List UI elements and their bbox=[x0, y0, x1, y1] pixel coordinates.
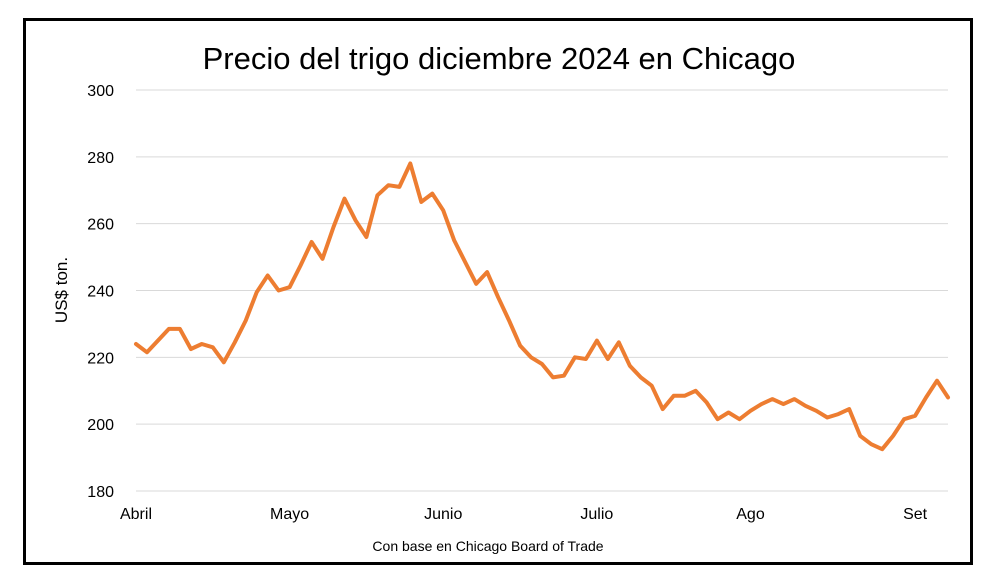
data-point bbox=[244, 319, 248, 323]
data-point bbox=[167, 327, 171, 331]
x-tick-label: Julio bbox=[580, 506, 613, 523]
source-note: Con base en Chicago Board of Trade bbox=[372, 538, 603, 554]
data-point bbox=[650, 384, 654, 388]
data-point bbox=[145, 350, 149, 354]
data-point bbox=[551, 375, 555, 379]
data-point bbox=[354, 218, 357, 222]
data-point bbox=[134, 342, 138, 346]
data-point bbox=[397, 185, 401, 189]
data-point bbox=[408, 162, 412, 165]
data-point bbox=[540, 362, 544, 366]
data-point bbox=[386, 183, 390, 187]
data-point bbox=[683, 394, 687, 398]
data-point bbox=[573, 355, 577, 359]
data-point bbox=[189, 347, 193, 351]
x-tick-label: Junio bbox=[424, 506, 462, 523]
data-point bbox=[935, 379, 939, 383]
y-tick-label: 200 bbox=[87, 417, 114, 434]
data-point bbox=[332, 225, 335, 229]
data-point bbox=[694, 389, 698, 393]
data-point bbox=[299, 263, 303, 267]
data-point bbox=[452, 238, 456, 242]
data-point bbox=[946, 395, 950, 399]
data-point bbox=[705, 400, 709, 404]
data-point bbox=[792, 397, 796, 401]
data-point bbox=[869, 442, 873, 446]
data-point bbox=[628, 364, 632, 368]
data-point bbox=[606, 357, 610, 361]
series-group bbox=[134, 161, 950, 452]
x-tick-label: Set bbox=[903, 506, 928, 523]
data-point bbox=[617, 340, 621, 344]
data-point bbox=[277, 289, 281, 292]
data-point bbox=[880, 447, 884, 451]
chart-frame bbox=[23, 18, 973, 565]
y-tick-label: 260 bbox=[87, 217, 114, 234]
data-point bbox=[364, 235, 368, 239]
data-point bbox=[716, 417, 720, 421]
data-point bbox=[760, 402, 763, 406]
data-point bbox=[584, 357, 588, 361]
chart-title: Precio del trigo diciembre 2024 en Chica… bbox=[203, 41, 796, 76]
data-point bbox=[156, 339, 160, 343]
x-axis-ticks: Abril Mayo Junio Julio Ago Set bbox=[120, 506, 928, 523]
data-point bbox=[518, 344, 522, 348]
x-tick-label: Abril bbox=[120, 506, 152, 523]
y-tick-label: 300 bbox=[87, 83, 114, 100]
data-point bbox=[913, 414, 917, 418]
data-point bbox=[200, 342, 204, 346]
data-point bbox=[255, 290, 259, 294]
data-point bbox=[672, 394, 676, 398]
data-point bbox=[924, 395, 928, 399]
data-point bbox=[836, 412, 840, 416]
y-axis-ticks: 180 200 220 240 260 280 300 bbox=[87, 83, 114, 501]
data-point bbox=[770, 397, 774, 401]
data-point bbox=[781, 402, 785, 406]
data-point bbox=[474, 282, 478, 286]
series-line bbox=[134, 161, 950, 452]
data-point bbox=[266, 274, 270, 277]
data-point bbox=[430, 192, 434, 196]
data-point bbox=[343, 197, 346, 201]
data-point bbox=[288, 285, 292, 289]
data-point bbox=[211, 345, 215, 349]
y-tick-label: 280 bbox=[87, 150, 114, 167]
data-point bbox=[847, 407, 851, 411]
data-point bbox=[562, 374, 566, 378]
x-tick-label: Ago bbox=[736, 506, 765, 523]
y-tick-label: 180 bbox=[87, 484, 114, 501]
data-point bbox=[825, 416, 829, 419]
data-point bbox=[814, 409, 818, 413]
data-point bbox=[738, 417, 741, 421]
data-point bbox=[595, 339, 599, 343]
data-point bbox=[496, 295, 500, 299]
data-point bbox=[858, 434, 862, 438]
y-axis-label: US$ ton. bbox=[52, 257, 71, 323]
data-point bbox=[419, 200, 423, 204]
gridlines bbox=[136, 89, 948, 492]
x-tick-label: Mayo bbox=[270, 506, 309, 523]
data-point bbox=[310, 240, 314, 244]
data-point bbox=[463, 260, 467, 264]
data-point bbox=[529, 355, 533, 359]
data-point bbox=[661, 407, 665, 411]
data-point bbox=[749, 409, 752, 413]
data-point bbox=[507, 319, 511, 323]
data-point bbox=[485, 270, 489, 274]
data-point bbox=[321, 257, 324, 261]
data-point bbox=[178, 327, 182, 331]
data-point bbox=[803, 404, 807, 408]
data-point bbox=[233, 340, 237, 344]
data-point bbox=[902, 417, 906, 421]
data-point bbox=[639, 375, 643, 379]
data-point bbox=[375, 193, 379, 197]
y-tick-label: 220 bbox=[87, 350, 114, 367]
data-point bbox=[891, 434, 895, 438]
data-point bbox=[727, 411, 730, 414]
data-point bbox=[222, 360, 226, 364]
y-tick-label: 240 bbox=[87, 284, 114, 301]
data-point bbox=[441, 208, 445, 212]
